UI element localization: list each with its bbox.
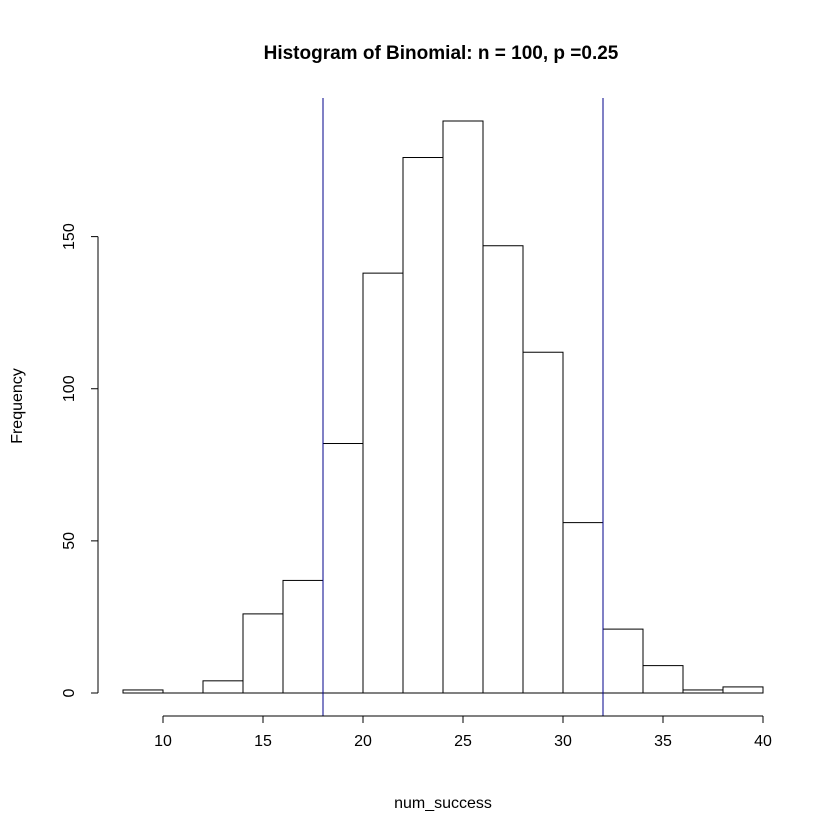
y-axis-label: Frequency bbox=[9, 368, 26, 444]
histogram-bar bbox=[562, 522, 604, 694]
x-tick-label: 10 bbox=[154, 733, 172, 750]
y-tick-label: 0 bbox=[61, 688, 78, 697]
y-tick-label: 100 bbox=[61, 375, 78, 402]
histogram-bar bbox=[402, 157, 444, 694]
histogram-bar bbox=[642, 665, 684, 694]
histogram-bar bbox=[442, 120, 484, 694]
reference-lines-group bbox=[322, 98, 604, 716]
x-tick-label: 30 bbox=[554, 733, 572, 750]
x-tick-label: 20 bbox=[354, 733, 372, 750]
y-tick-label: 150 bbox=[61, 223, 78, 250]
x-tick-label: 25 bbox=[454, 733, 472, 750]
x-tick-label: 15 bbox=[254, 733, 272, 750]
histogram-bar bbox=[282, 579, 324, 694]
histogram-bar bbox=[242, 613, 284, 694]
histogram-bar bbox=[482, 245, 524, 694]
histogram-bar bbox=[362, 272, 404, 694]
bars-group bbox=[122, 120, 764, 694]
histogram-bar bbox=[322, 443, 364, 694]
x-tick-label: 40 bbox=[754, 733, 772, 750]
x-tick-label: 35 bbox=[654, 733, 672, 750]
histogram-bar bbox=[202, 680, 244, 694]
x-axis-label: num_success bbox=[394, 795, 492, 812]
y-tick-label: 50 bbox=[61, 532, 78, 550]
y-axis: 0 50 100 150 bbox=[61, 223, 99, 697]
chart-title: Histogram of Binomial: n = 100, p =0.25 bbox=[264, 43, 619, 64]
histogram-bar bbox=[722, 686, 764, 694]
histogram-bar bbox=[522, 351, 564, 694]
x-axis: 10 15 20 25 30 35 40 bbox=[154, 715, 772, 750]
histogram-bar bbox=[602, 628, 644, 694]
